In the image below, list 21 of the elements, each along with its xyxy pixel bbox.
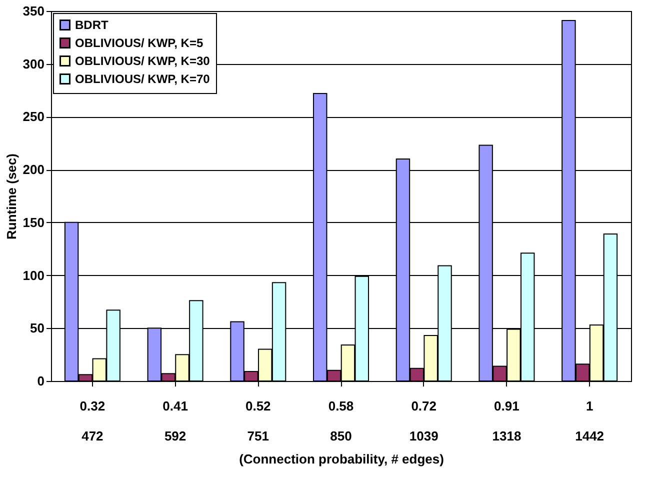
y-tick-label: 50 <box>30 320 44 336</box>
x-tick-label: 0.52 751 <box>245 398 271 444</box>
y-tick-label: 250 <box>22 109 44 124</box>
x-tick-label: 0.91 1318 <box>492 398 522 444</box>
y-tick-label: 150 <box>22 214 44 230</box>
legend-label: OBLIVIOUS/ KWP, K=30 <box>75 54 210 68</box>
y-tick-label: 100 <box>22 268 44 283</box>
x-tick-label: 0.41 592 <box>162 398 188 444</box>
y-tick-label: 300 <box>22 56 44 72</box>
y-tick-label: 200 <box>22 162 44 178</box>
legend-label: OBLIVIOUS/ KWP, K=5 <box>75 36 204 50</box>
x-axis-title: (Connection probability, # edges) <box>239 452 444 466</box>
x-tick-label: 1 1442 <box>575 398 604 444</box>
legend-label: OBLIVIOUS/ KWP, K=70 <box>75 72 210 86</box>
x-tick-label: 0.72 1039 <box>409 398 438 444</box>
y-axis-title: Runtime (sec) <box>4 154 19 240</box>
y-tick-label: 0 <box>37 374 44 388</box>
x-tick-label: 0.32 472 <box>80 398 106 444</box>
legend-label: BDRT <box>75 18 109 32</box>
x-tick-label: 0.58 850 <box>328 398 354 444</box>
y-tick-label: 350 <box>22 4 44 18</box>
